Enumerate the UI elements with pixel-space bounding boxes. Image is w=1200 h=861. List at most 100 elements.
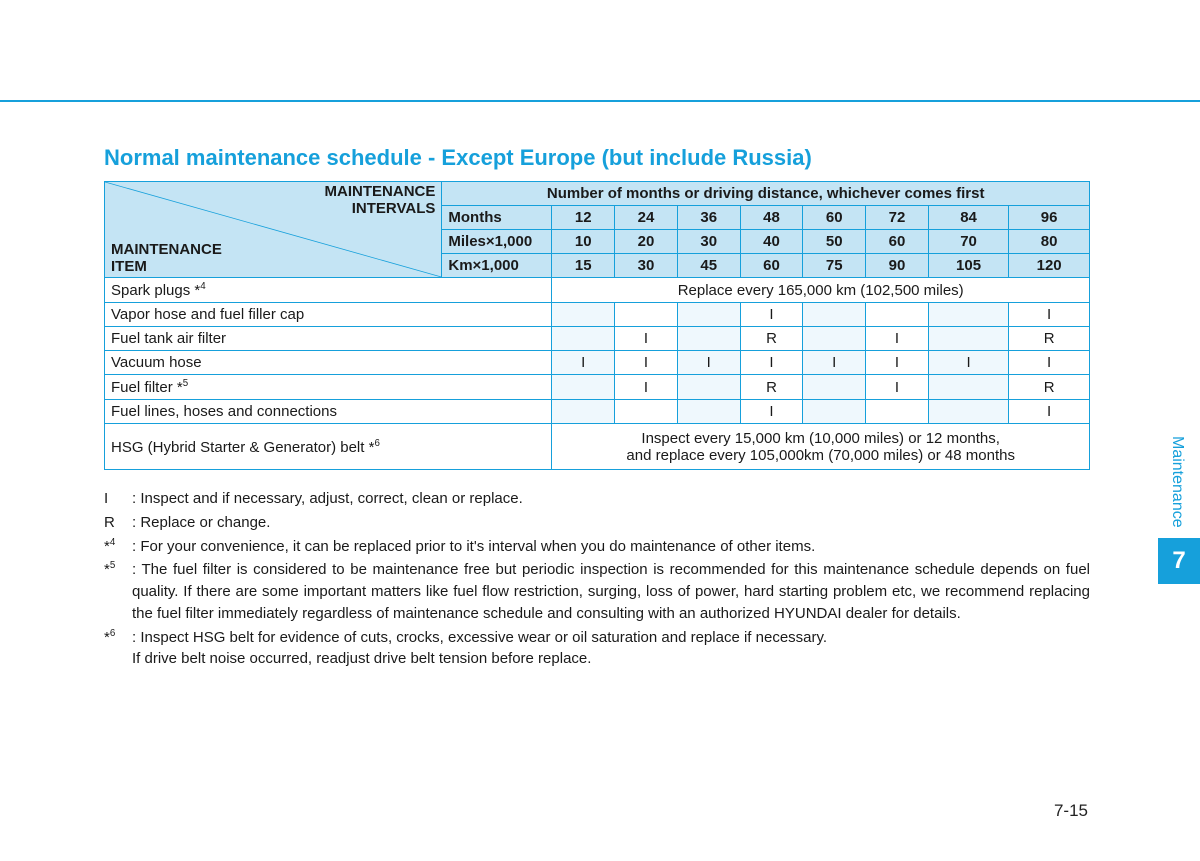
cell bbox=[552, 303, 615, 327]
interval-cell: 60 bbox=[866, 230, 929, 254]
interval-cell: 48 bbox=[740, 206, 803, 230]
cell bbox=[866, 303, 929, 327]
interval-title: Number of months or driving distance, wh… bbox=[442, 182, 1090, 206]
interval-cell: 20 bbox=[615, 230, 678, 254]
table-row: Fuel lines, hoses and connections I I bbox=[105, 400, 1090, 424]
item-text: HSG (Hybrid Starter & Generator) belt * bbox=[111, 439, 374, 456]
maintenance-table: MAINTENANCE INTERVALS MAINTENANCE ITEM N… bbox=[104, 181, 1090, 470]
legend-text: The fuel filter is considered to be main… bbox=[132, 561, 1090, 622]
interval-cell: 36 bbox=[677, 206, 740, 230]
item-name: Spark plugs *4 bbox=[105, 278, 552, 303]
legend: I: Inspect and if necessary, adjust, cor… bbox=[104, 488, 1090, 670]
diag-bot-line2: ITEM bbox=[111, 258, 147, 275]
item-sup: 5 bbox=[183, 378, 188, 389]
cell: I bbox=[615, 351, 678, 375]
cell bbox=[677, 375, 740, 400]
item-text: Spark plugs * bbox=[111, 282, 200, 299]
cell: I bbox=[1009, 303, 1090, 327]
diag-top-line1: MAINTENANCE bbox=[325, 183, 436, 200]
interval-cell: 96 bbox=[1009, 206, 1090, 230]
cell bbox=[677, 400, 740, 424]
legend-key: *4 bbox=[104, 536, 132, 558]
item-name: Fuel lines, hoses and connections bbox=[105, 400, 552, 424]
cell bbox=[803, 327, 866, 351]
cell: I bbox=[928, 351, 1008, 375]
legend-text: Replace or change. bbox=[140, 514, 270, 531]
cell bbox=[803, 375, 866, 400]
item-span-note: Inspect every 15,000 km (10,000 miles) o… bbox=[552, 424, 1090, 470]
top-rule bbox=[0, 100, 1200, 102]
cell: I bbox=[615, 375, 678, 400]
table-row: Spark plugs *4 Replace every 165,000 km … bbox=[105, 278, 1090, 303]
interval-cell: 105 bbox=[928, 254, 1008, 278]
side-tab-label: Maintenance bbox=[1158, 430, 1196, 538]
item-name: HSG (Hybrid Starter & Generator) belt *6 bbox=[105, 424, 552, 470]
legend-text: Inspect and if necessary, adjust, correc… bbox=[140, 490, 522, 507]
legend-text: If drive belt noise occurred, readjust d… bbox=[132, 650, 591, 667]
legend-key: *6 bbox=[104, 627, 132, 671]
interval-cell: 40 bbox=[740, 230, 803, 254]
legend-key: R bbox=[104, 512, 132, 534]
cell: I bbox=[1009, 400, 1090, 424]
diag-bot-line1: MAINTENANCE bbox=[111, 241, 222, 258]
cell bbox=[866, 400, 929, 424]
cell: R bbox=[1009, 327, 1090, 351]
item-name: Vapor hose and fuel filler cap bbox=[105, 303, 552, 327]
cell: I bbox=[740, 303, 803, 327]
cell bbox=[803, 400, 866, 424]
table-row: Vacuum hose I I I I I I I I bbox=[105, 351, 1090, 375]
cell: I bbox=[677, 351, 740, 375]
item-span-note: Replace every 165,000 km (102,500 miles) bbox=[552, 278, 1090, 303]
page-content: Normal maintenance schedule - Except Eur… bbox=[104, 145, 1090, 672]
interval-cell: 84 bbox=[928, 206, 1008, 230]
interval-cell: 70 bbox=[928, 230, 1008, 254]
cell bbox=[552, 400, 615, 424]
item-name: Fuel filter *5 bbox=[105, 375, 552, 400]
cell: R bbox=[740, 375, 803, 400]
cell: I bbox=[803, 351, 866, 375]
interval-cell: 50 bbox=[803, 230, 866, 254]
interval-cell: 12 bbox=[552, 206, 615, 230]
legend-key: I bbox=[104, 488, 132, 510]
cell: R bbox=[740, 327, 803, 351]
cell: I bbox=[740, 351, 803, 375]
header-diagonal: MAINTENANCE INTERVALS MAINTENANCE ITEM bbox=[105, 182, 442, 278]
cell: I bbox=[1009, 351, 1090, 375]
page-number: 7-15 bbox=[1054, 801, 1088, 821]
side-tab: Maintenance 7 bbox=[1158, 430, 1200, 584]
interval-cell: 60 bbox=[740, 254, 803, 278]
cell: I bbox=[866, 327, 929, 351]
cell bbox=[803, 303, 866, 327]
cell: R bbox=[1009, 375, 1090, 400]
interval-cell: 15 bbox=[552, 254, 615, 278]
table-row: Fuel tank air filter I R I R bbox=[105, 327, 1090, 351]
cell bbox=[928, 327, 1008, 351]
cell bbox=[615, 400, 678, 424]
table-row: Vapor hose and fuel filler cap I I bbox=[105, 303, 1090, 327]
interval-cell: 24 bbox=[615, 206, 678, 230]
item-sup: 4 bbox=[200, 281, 205, 292]
cell bbox=[677, 303, 740, 327]
cell: I bbox=[866, 351, 929, 375]
side-tab-number: 7 bbox=[1158, 538, 1200, 584]
cell bbox=[928, 303, 1008, 327]
cell bbox=[552, 375, 615, 400]
interval-label: Km×1,000 bbox=[442, 254, 552, 278]
interval-cell: 30 bbox=[677, 230, 740, 254]
cell: I bbox=[866, 375, 929, 400]
span-line2: and replace every 105,000km (70,000 mile… bbox=[626, 447, 1015, 464]
table-row: Fuel filter *5 I R I R bbox=[105, 375, 1090, 400]
item-sup: 6 bbox=[374, 438, 379, 449]
legend-text: For your convenience, it can be replaced… bbox=[140, 538, 815, 555]
cell: I bbox=[552, 351, 615, 375]
legend-text: Inspect HSG belt for evidence of cuts, c… bbox=[140, 629, 827, 646]
interval-cell: 45 bbox=[677, 254, 740, 278]
item-name: Vacuum hose bbox=[105, 351, 552, 375]
interval-cell: 60 bbox=[803, 206, 866, 230]
table-row: HSG (Hybrid Starter & Generator) belt *6… bbox=[105, 424, 1090, 470]
interval-cell: 90 bbox=[866, 254, 929, 278]
cell bbox=[615, 303, 678, 327]
cell bbox=[928, 400, 1008, 424]
interval-cell: 30 bbox=[615, 254, 678, 278]
interval-cell: 80 bbox=[1009, 230, 1090, 254]
